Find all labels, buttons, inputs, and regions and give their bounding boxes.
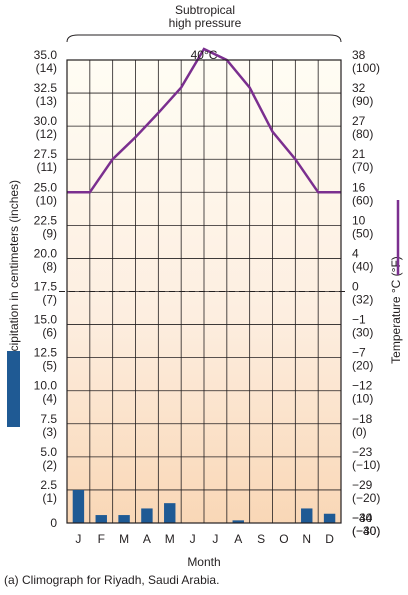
temperature-tick-f-3: (70) (352, 160, 373, 174)
precipitation-tick-3: 7.5 (40, 412, 57, 426)
precipitation-tick-inches-8: (8) (42, 259, 57, 273)
temperature-tick-f-10: (10) (352, 392, 373, 406)
precipitation-tick-0: 0 (50, 516, 57, 530)
temperature-tick-6: 4 (352, 246, 359, 260)
precipitation-bars (72, 489, 336, 523)
precipitation-bar-2 (118, 515, 130, 523)
temperature-tick-labels: 38(100) 32(90) 27(80) 21(70) 16(60) 10(50) 4(4… (352, 48, 380, 538)
precipitation-tick-14: 35.0 (34, 48, 58, 62)
precipitation-axis-title: Precipitation in centimeters (inches) (7, 180, 21, 370)
temperature-tick-0: 38 (352, 48, 366, 62)
precipitation-tick-inches-7: (7) (42, 293, 57, 307)
precipitation-bar-4 (164, 503, 176, 523)
precipitation-bar-1 (95, 515, 107, 523)
month-tick-0: J (75, 532, 81, 546)
x-axis-title: Month (187, 555, 220, 569)
month-tick-5: J (190, 532, 196, 546)
month-tick-4: M (165, 532, 175, 546)
precipitation-tick-inches-13: (13) (36, 94, 57, 108)
month-tick-6: J (212, 532, 218, 546)
month-tick-9: O (279, 532, 288, 546)
temperature-tick-f-6: (40) (352, 259, 373, 273)
precipitation-tick-inches-10: (10) (36, 193, 57, 207)
temperature-tick-f-7: (32) (352, 293, 373, 307)
bracket-label-line2: high pressure (169, 16, 242, 30)
temperature-tick-f-1: (90) (352, 94, 373, 108)
precipitation-tick-1: 2.5 (40, 478, 57, 492)
temperature-tick-1: 32 (352, 81, 366, 95)
plot-frame (66, 59, 342, 524)
precipitation-tick-inches-3: (3) (42, 425, 57, 439)
month-tick-8: S (257, 532, 265, 546)
precipitation-tick-12: 30.0 (34, 114, 58, 128)
temperature-tick-f-5: (50) (352, 226, 373, 240)
temperature-tick-f-11: (0) (352, 425, 367, 439)
temperature-tick-11: −18 (352, 412, 373, 426)
temperature-axis-title: Temperature °C (°F) (389, 256, 403, 364)
precipitation-tick-9: 22.5 (34, 213, 58, 227)
month-tick-3: A (143, 532, 151, 546)
month-tick-2: M (119, 532, 129, 546)
temperature-tick-f-15: (−40) (352, 524, 380, 538)
bracket (66, 34, 342, 43)
precipitation-tick-inches-4: (4) (42, 392, 57, 406)
temperature-tick-10: −12 (352, 379, 373, 393)
precipitation-tick-inches-9: (9) (42, 226, 57, 240)
temperature-tick-5: 10 (352, 213, 366, 227)
precipitation-tick-4: 10.0 (34, 379, 58, 393)
precipitation-tick-2: 5.0 (40, 445, 57, 459)
temperature-tick-4: 16 (352, 180, 366, 194)
precipitation-tick-6: 15.0 (34, 313, 58, 327)
precipitation-tick-labels: 0 2.5(1) 5.0(2) 7.5(3) 10.0(4) 12.5(5) 15.0(6)… (34, 48, 58, 530)
precipitation-bar-10 (301, 508, 313, 523)
precipitation-bar-7 (232, 520, 244, 523)
figure-caption: (a) Climograph for Riyadh, Saudi Arabia. (4, 573, 220, 587)
month-tick-11: D (325, 532, 334, 546)
temperature-tick-f-12: (−10) (352, 458, 380, 472)
precipitation-tick-5: 12.5 (34, 346, 58, 360)
temperature-tick-f-0: (100) (352, 61, 380, 75)
precipitation-tick-inches-11: (11) (37, 160, 57, 174)
temperature-tick-f-8: (30) (352, 326, 373, 340)
temperature-line (67, 47, 341, 194)
precipitation-bar-0 (72, 489, 85, 523)
temperature-tick-9: −7 (352, 346, 366, 360)
precipitation-tick-8: 20.0 (34, 246, 58, 260)
temperature-tick-8: −1 (352, 313, 366, 327)
bracket-label-line1: Subtropical (175, 3, 235, 17)
temperature-tick-f-9: (20) (352, 359, 373, 373)
precipitation-tick-13: 32.5 (34, 81, 58, 95)
temperature-tick-15: −40 (352, 511, 373, 525)
precipitation-tick-7: 17.5 (34, 280, 58, 294)
temperature-tick-7: 0 (352, 280, 359, 294)
precipitation-tick-inches-5: (5) (42, 359, 57, 373)
climograph: Subtropical high pressure 0 2.5(1) 5.0(2) 7… (7, 3, 403, 569)
temperature-tick-f-14: (−30) (352, 524, 380, 538)
precipitation-tick-10: 25.0 (34, 180, 58, 194)
temperature-tick-13: −29 (352, 478, 373, 492)
temperature-tick-2: 27 (352, 114, 366, 128)
precipitation-bar-3 (141, 508, 153, 523)
precipitation-bar-11 (323, 513, 336, 523)
precipitation-tick-11: 27.5 (34, 147, 58, 161)
temperature-tick-f-2: (80) (352, 127, 373, 141)
month-tick-1: F (98, 532, 105, 546)
month-tick-7: A (234, 532, 242, 546)
temperature-tick-14: −34 (352, 511, 373, 525)
temperature-tick-f-13: (−20) (352, 491, 380, 505)
precipitation-tick-inches-14: (14) (36, 61, 57, 75)
precipitation-legend-swatch (7, 351, 20, 427)
temperature-tick-3: 21 (352, 147, 366, 161)
temperature-peak-label: 40°C (191, 48, 218, 62)
temperature-tick-f-4: (60) (352, 193, 373, 207)
precipitation-tick-inches-6: (6) (42, 326, 57, 340)
temperature-tick-12: −23 (352, 445, 373, 459)
precipitation-tick-inches-12: (12) (36, 127, 57, 141)
month-tick-10: N (302, 532, 311, 546)
precipitation-tick-inches-1: (1) (42, 491, 57, 505)
precipitation-tick-inches-2: (2) (42, 458, 57, 472)
